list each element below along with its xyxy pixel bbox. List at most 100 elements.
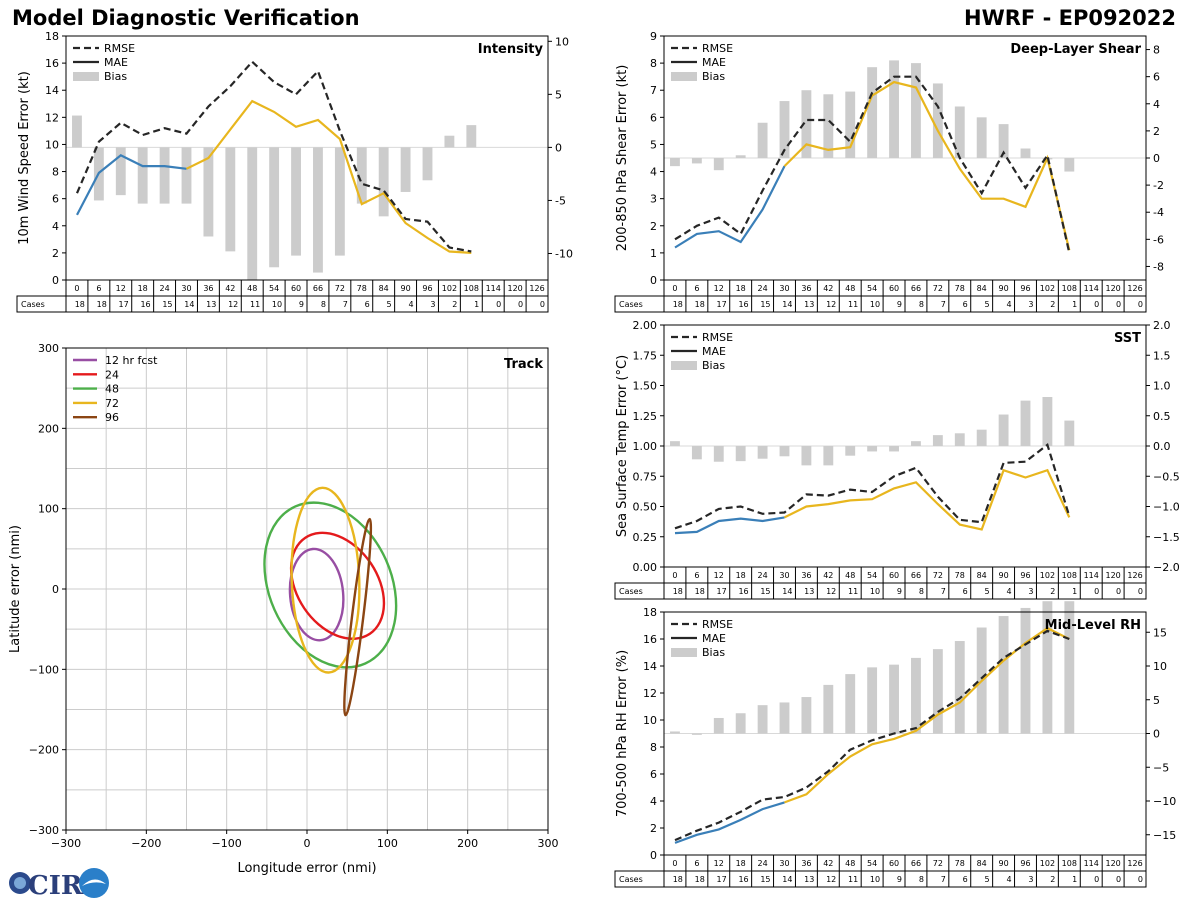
rh-ytick-label: 6 [650, 768, 657, 781]
sst-y2tick-label: −2.0 [1153, 561, 1180, 574]
track-ytick-label: −100 [29, 663, 59, 676]
shear-bias-bar [735, 155, 746, 158]
track-panel: −300 −200 −100 0 100 200 300 −300 −200 −100 0 100 20… [8, 342, 559, 876]
rh-hour-cell: 102 [1040, 859, 1055, 868]
shear-y2tick-label: 0 [1153, 152, 1160, 165]
intensity-cases-cell: 0 [496, 300, 501, 309]
intensity-legend-mae-label: MAE [104, 56, 128, 69]
sst-bias-bar [1020, 400, 1031, 446]
rh-hour-cell: 114 [1084, 859, 1099, 868]
track-ytick-label: 0 [52, 583, 59, 596]
intensity-hour-cell: 12 [116, 284, 126, 293]
rh-bias-bar [1064, 601, 1075, 734]
sst-legend-rmse-label: RMSE [702, 331, 733, 344]
track-legend-label: 24 [105, 368, 119, 381]
sst-cases-cell: 7 [941, 587, 946, 596]
intensity-bias-bar [466, 125, 477, 148]
sst-mae-line-late [784, 468, 1071, 531]
intensity-hour-cell: 120 [507, 284, 522, 293]
rh-hour-cell: 54 [867, 859, 877, 868]
rh-bias-bar [735, 713, 746, 734]
shear-cases-cell: 3 [1028, 300, 1033, 309]
intensity-cases-cell: 13 [206, 300, 216, 309]
shear-cases-cell: 1 [1072, 300, 1077, 309]
rh-cases-cell: 7 [941, 875, 946, 884]
shear-cases-row [614, 295, 1147, 313]
sst-hour-cell: 6 [694, 571, 699, 580]
rh-y2tick-label: −15 [1153, 829, 1176, 842]
sst-cases-cell: 9 [897, 587, 902, 596]
sst-y2tick-label: 0.5 [1153, 410, 1171, 423]
shear-hour-cell: 48 [845, 284, 855, 293]
sst-bias-bar [801, 446, 812, 466]
rh-legend-bias-label: Bias [702, 646, 725, 659]
shear-ytick-label: 0 [650, 274, 657, 287]
sst-cases-cell: 12 [826, 587, 836, 596]
track-title: Track [504, 357, 543, 372]
track-ellipse-24 [289, 531, 386, 640]
logo-swoosh [82, 879, 106, 886]
intensity-ytick-label: 18 [45, 30, 59, 43]
sst-hour-cell: 120 [1105, 571, 1120, 580]
rh-cases-cell: 3 [1028, 875, 1033, 884]
rh-ylabel: 700-500 hPa RH Error (%) [615, 650, 630, 817]
rh-bias-bar [845, 674, 856, 734]
shear-hour-cell: 126 [1127, 284, 1142, 293]
shear-cases-cell: 17 [717, 300, 727, 309]
intensity-bias-bar [422, 147, 433, 181]
sst-hour-cell: 102 [1040, 571, 1055, 580]
intensity-cases-cell: 3 [430, 300, 435, 309]
sst-cases-cell: 1 [1072, 587, 1077, 596]
shear-y2tick-label: 2 [1153, 125, 1160, 138]
shear-hour-cell: 78 [955, 284, 965, 293]
rh-bias-bar [998, 616, 1009, 734]
intensity-y2tick-label: 5 [555, 88, 562, 101]
intensity-cases-cell: 11 [250, 300, 260, 309]
rh-cases-cell: 18 [673, 875, 683, 884]
rh-cases-row [614, 870, 1147, 888]
track-xtick-label: 0 [304, 837, 311, 850]
shear-hour-cell: 84 [977, 284, 987, 293]
sst-cases-cell: 18 [695, 587, 705, 596]
sst-bias-bar [1064, 420, 1075, 446]
rh-rmse-line [674, 629, 1070, 842]
sst-bias-bar [691, 446, 702, 460]
shear-legend-mae-label: MAE [702, 56, 726, 69]
rh-hour-cell: 42 [823, 859, 833, 868]
shear-bias-bar [845, 91, 856, 158]
sst-bias-bar [845, 446, 856, 456]
rh-bias-bar [670, 731, 680, 734]
shear-cases-cell: 0 [1094, 300, 1099, 309]
intensity-cases-row [16, 295, 549, 313]
rh-ytick-label: 4 [650, 795, 657, 808]
sst-hour-cell: 12 [714, 571, 724, 580]
intensity-cases-cell: 7 [343, 300, 348, 309]
sst-cases-cell: 16 [738, 587, 748, 596]
intensity-ytick-label: 10 [45, 138, 59, 151]
rh-ytick-label: 18 [643, 606, 657, 619]
shear-bias-bar [911, 63, 921, 158]
intensity-hour-cell: 30 [181, 284, 191, 293]
shear-ytick-label: 8 [650, 57, 657, 70]
sst-hour-cell: 24 [757, 571, 767, 580]
shear-rmse-line [674, 75, 1071, 254]
sst-bias-bar [889, 446, 899, 452]
rh-hour-cell: 108 [1062, 859, 1077, 868]
shear-y2tick-label: 8 [1153, 44, 1160, 57]
shear-cases-cell: 8 [919, 300, 924, 309]
rh-cases-cell: 6 [963, 875, 968, 884]
intensity-hour-cell: 102 [442, 284, 457, 293]
sst-hour-cell: 66 [911, 571, 921, 580]
shear-hour-cell: 66 [911, 284, 921, 293]
intensity-cases-cell: 17 [119, 300, 129, 309]
shear-legend-bias-swatch [671, 72, 697, 81]
sst-y2tick-label: −1.5 [1153, 531, 1180, 544]
page-title: Model Diagnostic Verification [12, 6, 360, 30]
track-ellipse-72 [290, 486, 361, 674]
intensity-cases-cell: 12 [228, 300, 238, 309]
intensity-ylabel: 10m Wind Speed Error (kt) [17, 71, 32, 245]
storm-id-title: HWRF - EP092022 [964, 6, 1176, 30]
logo-globe-core [14, 877, 26, 889]
intensity-hour-cell: 24 [159, 284, 169, 293]
cira-logo: CIRA [9, 868, 109, 900]
